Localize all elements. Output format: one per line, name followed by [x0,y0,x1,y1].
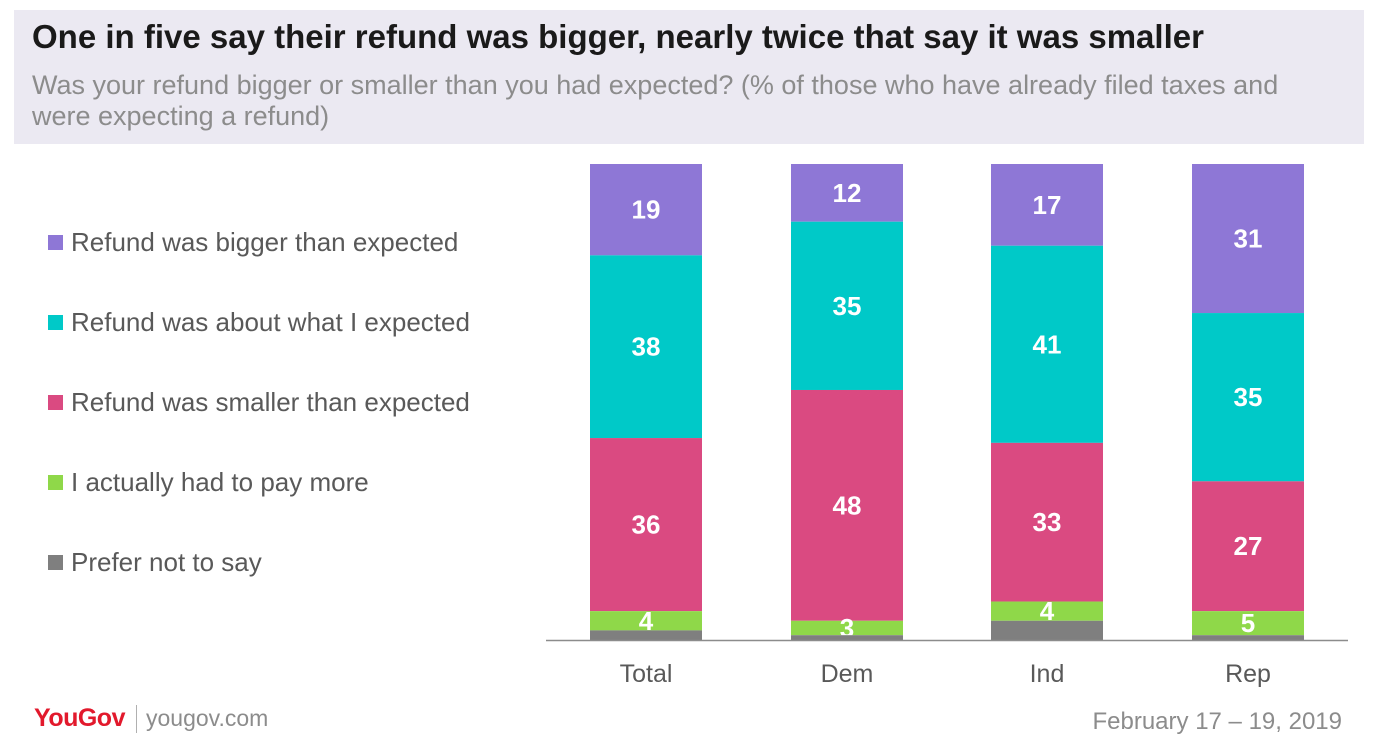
header-banner: One in five say their refund was bigger,… [14,10,1364,144]
bar-total-refund-was-bigger-than-expected [590,164,702,256]
bar-dem-refund-was-about-what-i-expected [791,221,903,390]
data-label-total-refund-was-about-what-i-expected: 38 [632,332,661,362]
data-label-dem-refund-was-about-what-i-expected: 35 [833,291,862,321]
data-label-total-refund-was-smaller-than-expected: 36 [632,510,661,540]
yougov-logo: YouGov [34,704,125,732]
chart-title: One in five say their refund was bigger,… [32,18,1204,55]
data-label-rep-refund-was-smaller-than-expected: 27 [1234,531,1263,561]
data-label-ind-refund-was-smaller-than-expected: 33 [1033,507,1062,537]
legend-item-prefer-not-to-say: Prefer not to say [48,542,262,582]
legend-item-i-actually-had-to-pay-more: I actually had to pay more [48,462,369,502]
data-label-total-i-actually-had-to-pay-more: 4 [639,606,654,636]
legend-swatch [48,474,63,490]
data-label-rep-i-actually-had-to-pay-more: 5 [1241,608,1255,638]
data-label-ind-refund-was-bigger-than-expected: 17 [1033,190,1062,220]
legend-item-refund-was-smaller-than-expected: Refund was smaller than expected [48,382,470,422]
survey-date: February 17 – 19, 2019 [1092,708,1342,735]
bar-ind-prefer-not-to-say [991,620,1103,640]
legend-label: Prefer not to say [71,546,262,577]
legend-label: Refund was smaller than expected [71,386,470,417]
bar-ind-refund-was-about-what-i-expected [991,245,1103,443]
bar-ind-i-actually-had-to-pay-more [991,601,1103,621]
footer-logo: YouGov yougov.com [34,704,268,733]
bar-dem-refund-was-smaller-than-expected [791,389,903,621]
x-tick-label-dem: Dem [821,660,874,688]
legend-swatch [48,234,63,250]
x-tick-label-ind: Ind [1030,660,1065,688]
bar-dem-prefer-not-to-say [791,635,903,640]
legend-label: I actually had to pay more [71,466,369,497]
x-tick-label-rep: Rep [1225,660,1271,688]
legend-item-refund-was-about-what-i-expected: Refund was about what I expected [48,302,470,342]
logo-divider [135,704,137,733]
legend-swatch [48,314,63,330]
bar-total-i-actually-had-to-pay-more [590,611,702,631]
legend-label: Refund was about what I expected [71,306,470,337]
bar-total-refund-was-about-what-i-expected [590,255,702,439]
data-label-total-refund-was-bigger-than-expected: 19 [632,195,661,225]
bar-rep-refund-was-bigger-than-expected [1192,164,1304,314]
data-label-ind-i-actually-had-to-pay-more: 4 [1040,596,1055,626]
data-label-dem-refund-was-smaller-than-expected: 48 [833,490,862,520]
bar-rep-i-actually-had-to-pay-more [1192,611,1304,636]
bar-total-prefer-not-to-say [590,630,702,640]
data-label-rep-refund-was-about-what-i-expected: 35 [1234,382,1263,412]
bar-dem-i-actually-had-to-pay-more [791,620,903,636]
bar-rep-refund-was-about-what-i-expected [1192,313,1304,482]
data-label-rep-refund-was-bigger-than-expected: 31 [1234,224,1263,254]
chart-subtitle: Was your refund bigger or smaller than y… [32,70,1279,131]
legend-item-refund-was-bigger-than-expected: Refund was bigger than expected [48,222,458,262]
legend-label: Refund was bigger than expected [71,226,459,257]
legend-swatch [48,554,63,570]
data-label-dem-refund-was-bigger-than-expected: 12 [833,178,862,208]
legend-swatch [48,394,63,410]
bar-ind-refund-was-smaller-than-expected [991,442,1103,602]
bar-ind-refund-was-bigger-than-expected [991,164,1103,246]
source-url[interactable]: yougov.com [145,705,269,731]
bar-rep-refund-was-smaller-than-expected [1192,481,1304,612]
x-tick-label-total: Total [620,660,673,688]
data-label-ind-refund-was-about-what-i-expected: 41 [1033,329,1062,359]
bar-rep-prefer-not-to-say [1192,635,1304,640]
bar-total-refund-was-smaller-than-expected [590,438,702,612]
bar-dem-refund-was-bigger-than-expected [791,164,903,222]
